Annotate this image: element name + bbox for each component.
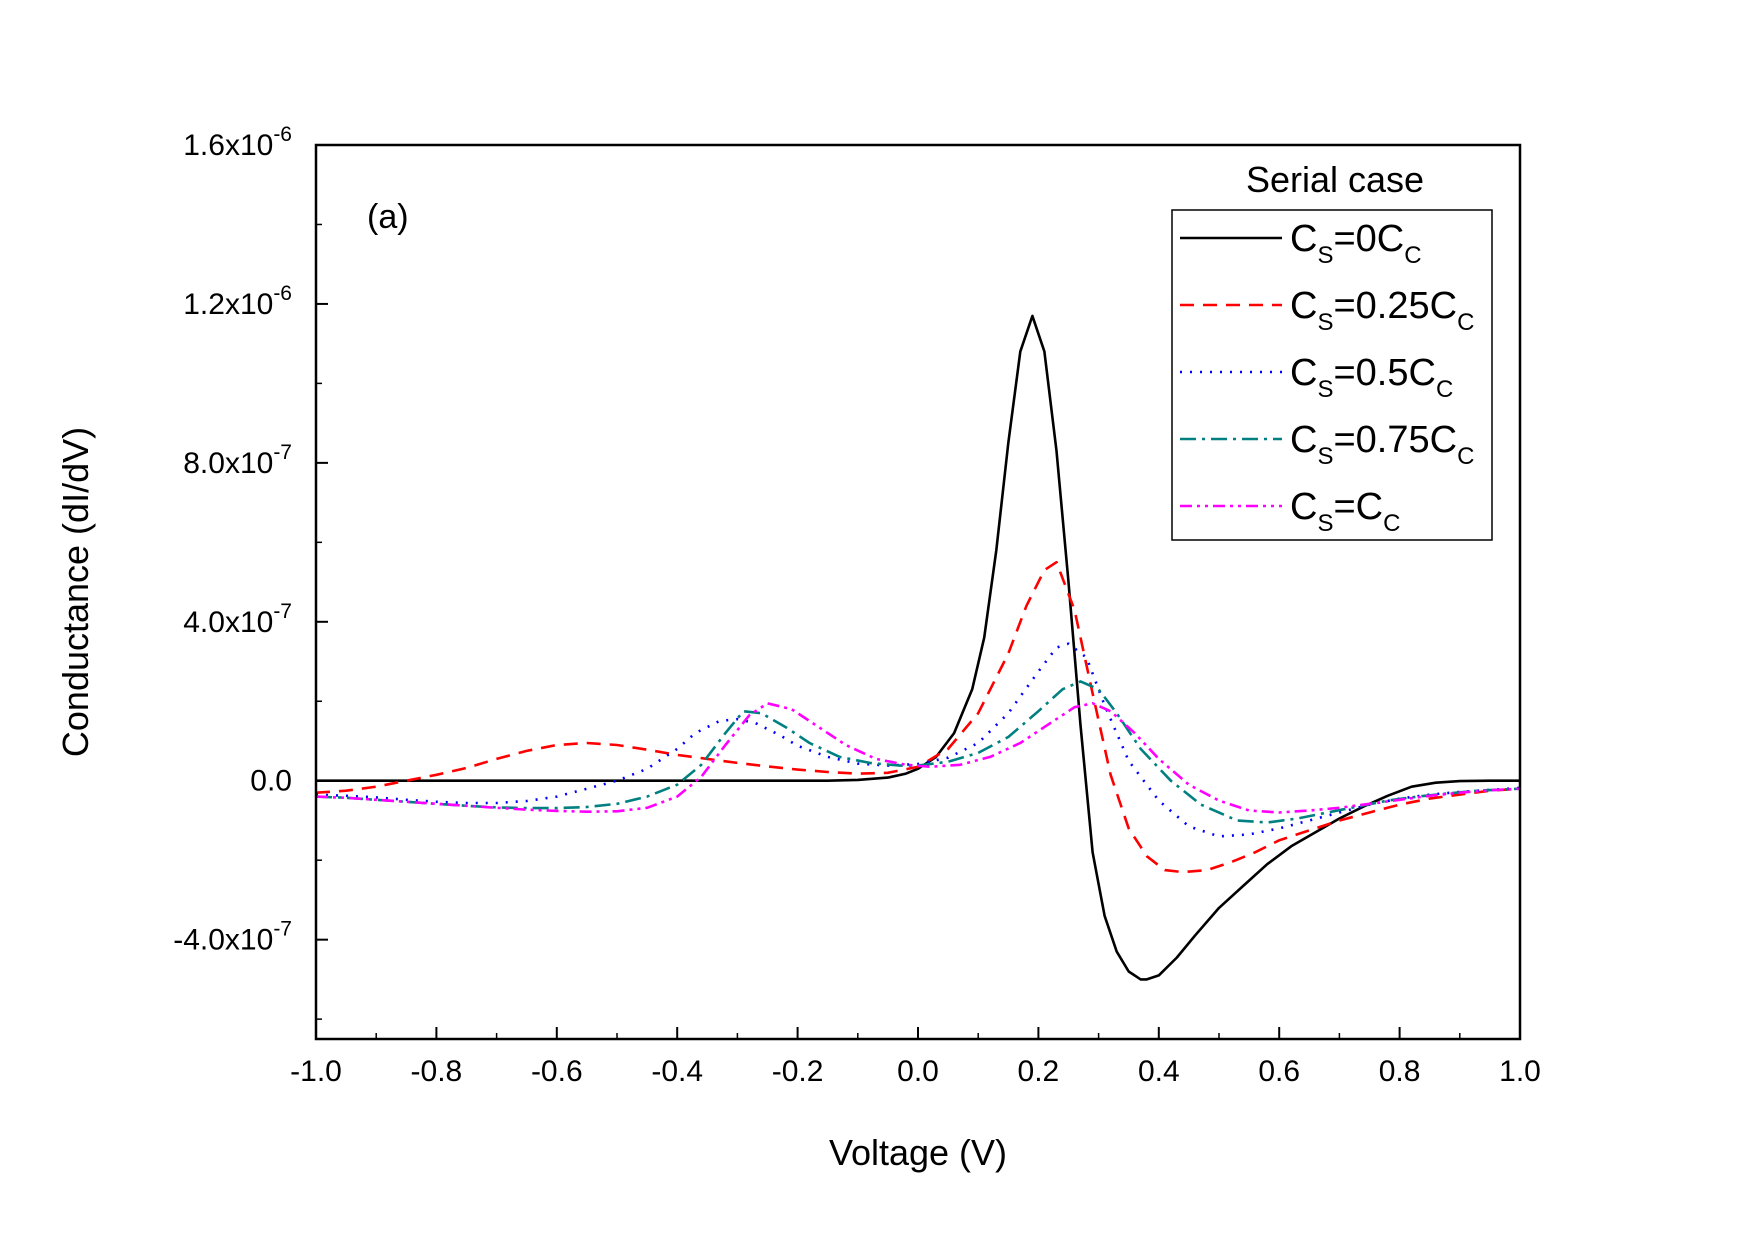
- x-tick-label: 0.6: [1258, 1055, 1300, 1088]
- legend-label: CS=CC: [1290, 486, 1400, 537]
- x-tick-label: 0.2: [1018, 1055, 1060, 1088]
- y-tick-label: 1.2x10-6: [183, 282, 292, 321]
- x-tick-label: -0.4: [651, 1055, 703, 1088]
- panel-label: (a): [367, 198, 409, 236]
- legend-label: CS=0.75CC: [1290, 419, 1474, 470]
- x-axis: -1.0 -0.8 -0.6 -0.4 -0.2 0.0 0.2 0.4 0.6 0.8 1.0: [290, 1027, 1541, 1088]
- legend-label: CS=0.5CC: [1290, 352, 1453, 403]
- y-tick-label: -4.0x10-7: [173, 918, 292, 957]
- series-line-CS=CC: [315, 701, 1521, 814]
- series-line-CS=0CC: [316, 314, 1520, 981]
- x-tick-label: 0.0: [897, 1055, 939, 1088]
- legend: CS=0CC CS=0.25CC CS=0.5CC CS=0.75CC CS=CC: [1180, 218, 1474, 537]
- legend-label: CS=0.25CC: [1290, 285, 1474, 336]
- y-tick-label: 4.0x10-7: [183, 600, 292, 639]
- x-axis-title: Voltage (V): [829, 1132, 1007, 1173]
- legend-box: [1171, 209, 1493, 541]
- x-tick-label: 0.8: [1379, 1055, 1421, 1088]
- series-line-CS=0.75CC: [315, 680, 1521, 824]
- series-line-CS=0.25CC: [315, 560, 1521, 874]
- x-tick-label: 0.4: [1138, 1055, 1180, 1088]
- x-tick-label: -1.0: [290, 1055, 342, 1088]
- y-axis: 1.6x10-6 1.2x10-6 8.0x10-7 4.0x10-7 0.0 -4.0x…: [173, 123, 328, 1020]
- x-tick-label: 1.0: [1499, 1055, 1541, 1088]
- legend-title: Serial case: [1246, 159, 1424, 200]
- y-tick-label: 1.6x10-6: [183, 123, 292, 162]
- x-tick-label: -0.8: [411, 1055, 463, 1088]
- y-tick-label: 8.0x10-7: [183, 441, 292, 480]
- y-axis-title: Conductance (dI/dV): [55, 427, 96, 757]
- x-tick-label: -0.6: [531, 1055, 583, 1088]
- x-tick-label: -0.2: [772, 1055, 824, 1088]
- series-line-CS=0.5CC: [315, 642, 1521, 838]
- series-layer: [315, 314, 1521, 981]
- y-tick-label: 0.0: [250, 765, 292, 798]
- legend-label: CS=0CC: [1290, 218, 1422, 269]
